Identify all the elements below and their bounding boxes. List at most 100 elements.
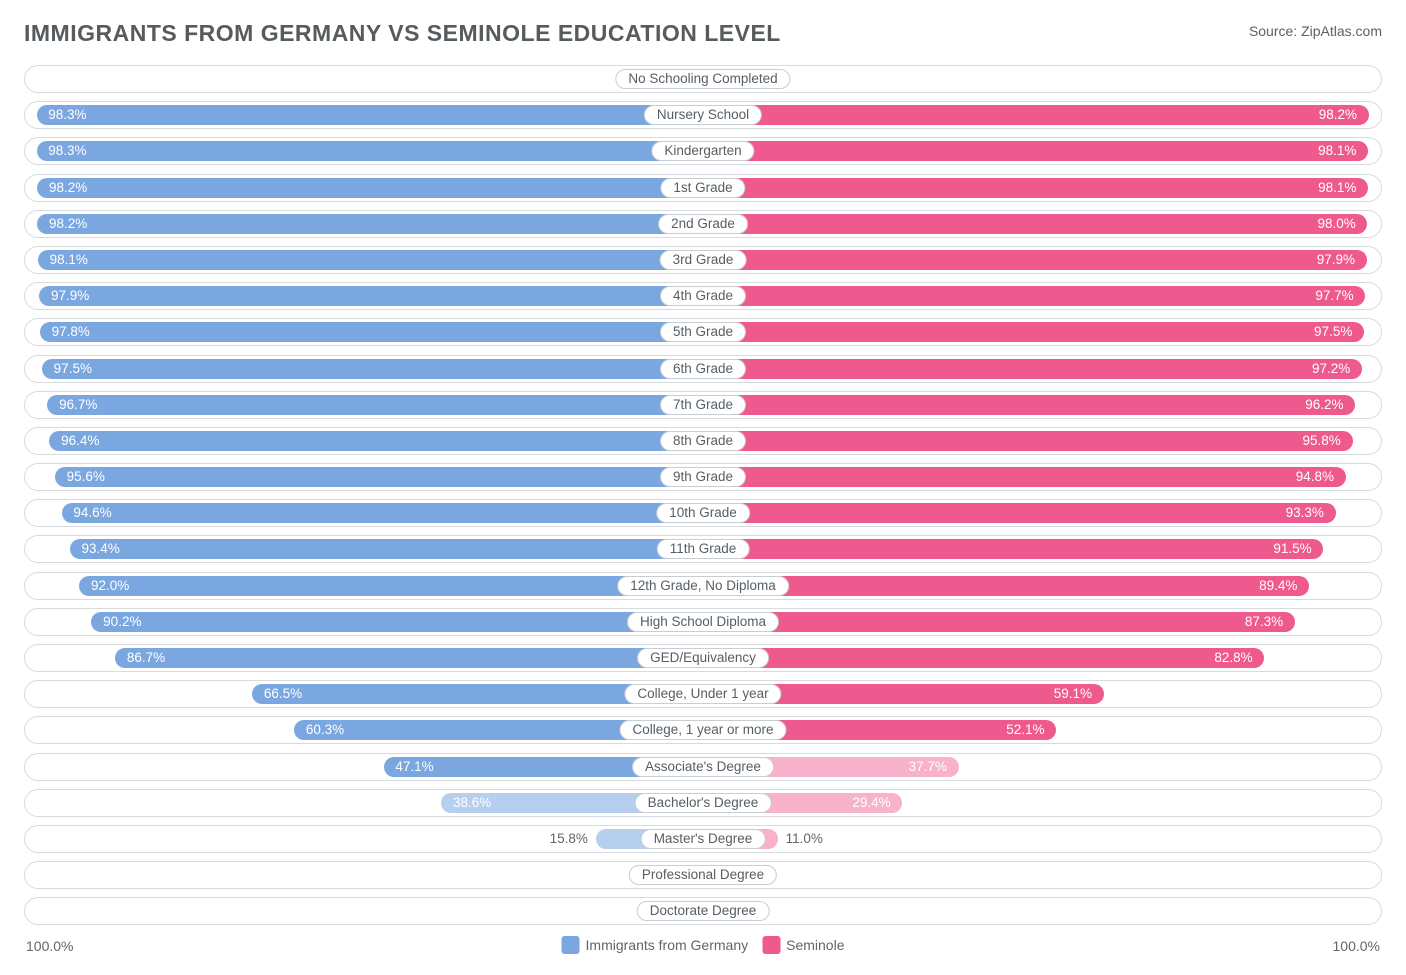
bar-left [47,395,703,415]
chart-row: 60.3%52.1%College, 1 year or more [24,716,1382,744]
value-left: 96.4% [61,428,99,454]
legend-item-left: Immigrants from Germany [562,936,749,954]
bar-right [703,214,1367,234]
chart-row: 98.3% 98.1% Kindergarten [24,137,1382,165]
chart-row: 47.1% 37.7% Associate's Degree [24,753,1382,781]
value-left: 47.1% [395,754,433,780]
value-right: 82.8% [1214,645,1252,671]
value-right: 95.8% [1303,428,1341,454]
header: IMMIGRANTS FROM GERMANY VS SEMINOLE EDUC… [24,20,1382,47]
category-label: 1st Grade [660,178,745,198]
source-attribution: Source: ZipAtlas.com [1249,23,1382,39]
source-link[interactable]: ZipAtlas.com [1301,23,1382,39]
category-label: GED/Equivalency [637,648,769,668]
chart-row: 4.9%3.2%Professional Degree [24,861,1382,889]
category-label: 12th Grade, No Diploma [617,576,789,596]
chart-row: 15.8% 11.0% Master's Degree [24,825,1382,853]
bar-left [40,322,703,342]
bar-left [37,178,703,198]
category-label: 3rd Grade [660,250,747,270]
category-label: Master's Degree [641,829,766,849]
bar-right [703,539,1323,559]
value-left: 15.8% [550,826,588,852]
category-label: 8th Grade [660,431,746,451]
value-right: 94.8% [1296,464,1334,490]
bar-right [703,178,1368,198]
value-right: 98.1% [1318,138,1356,164]
value-right: 98.1% [1318,175,1356,201]
legend-item-right: Seminole [762,936,844,954]
bar-right [703,250,1367,270]
bar-left [62,503,703,523]
value-left: 38.6% [453,790,491,816]
bar-left [37,105,703,125]
value-left: 92.0% [91,573,129,599]
value-left: 98.2% [49,211,87,237]
chart-row: 94.6% 93.3% 10th Grade [24,499,1382,527]
bar-left [39,286,703,306]
value-right: 37.7% [909,754,947,780]
chart-row: 97.8% 97.5% 5th Grade [24,318,1382,346]
category-label: 4th Grade [660,286,746,306]
chart-title: IMMIGRANTS FROM GERMANY VS SEMINOLE EDUC… [24,20,781,47]
category-label: 2nd Grade [658,214,748,234]
value-left: 97.8% [52,319,90,345]
chart-row: 98.1%97.9%3rd Grade [24,246,1382,274]
bar-right [703,395,1355,415]
value-left: 95.6% [67,464,105,490]
legend-label-right: Seminole [786,937,844,953]
chart-footer: 100.0% Immigrants from Germany Seminole … [24,934,1382,964]
bar-right [703,322,1364,342]
value-right: 87.3% [1245,609,1283,635]
bar-left [42,359,703,379]
chart-row: 98.2% 98.0% 2nd Grade [24,210,1382,238]
category-label: Professional Degree [629,865,777,885]
chart-row: 2.1%1.3%Doctorate Degree [24,897,1382,925]
axis-max-right: 100.0% [1333,938,1380,954]
category-label: 9th Grade [660,467,746,487]
category-label: High School Diploma [627,612,779,632]
value-left: 60.3% [306,717,344,743]
bar-left [91,612,703,632]
bar-left [37,214,703,234]
bar-left [49,431,703,451]
bar-left [38,250,703,270]
bar-right [703,648,1264,668]
value-left: 94.6% [73,500,111,526]
bar-right [703,503,1336,523]
category-label: 5th Grade [660,322,746,342]
chart-row: 38.6%29.4%Bachelor's Degree [24,789,1382,817]
bar-right [703,467,1346,487]
value-right: 93.3% [1286,500,1324,526]
chart-row: 97.5%97.2%6th Grade [24,355,1382,383]
value-right: 96.2% [1305,392,1343,418]
value-left: 98.3% [48,138,86,164]
category-label: Doctorate Degree [637,901,770,921]
value-right: 59.1% [1054,681,1092,707]
value-left: 98.2% [49,175,87,201]
value-right: 11.0% [786,826,823,852]
value-left: 86.7% [127,645,165,671]
category-label: 10th Grade [656,503,750,523]
value-right: 52.1% [1006,717,1044,743]
chart-row: 98.3%98.2%Nursery School [24,101,1382,129]
bar-right [703,431,1353,451]
chart-row: 96.4% 95.8% 8th Grade [24,427,1382,455]
value-right: 98.0% [1317,211,1355,237]
category-label: Associate's Degree [632,757,774,777]
value-left: 93.4% [81,536,119,562]
bar-right [703,359,1362,379]
bar-right [703,105,1369,125]
chart-row: 90.2%87.3%High School Diploma [24,608,1382,636]
value-right: 97.5% [1314,319,1352,345]
chart-row: 1.8%1.9%No Schooling Completed [24,65,1382,93]
category-label: 7th Grade [660,395,746,415]
bar-right [703,576,1309,596]
value-left: 96.7% [59,392,97,418]
bar-left [37,141,703,161]
chart-row: 98.2% 98.1% 1st Grade [24,174,1382,202]
chart-row: 86.7% 82.8% GED/Equivalency [24,644,1382,672]
source-prefix: Source: [1249,23,1301,39]
chart-container: IMMIGRANTS FROM GERMANY VS SEMINOLE EDUC… [0,0,1406,975]
category-label: Kindergarten [651,141,754,161]
